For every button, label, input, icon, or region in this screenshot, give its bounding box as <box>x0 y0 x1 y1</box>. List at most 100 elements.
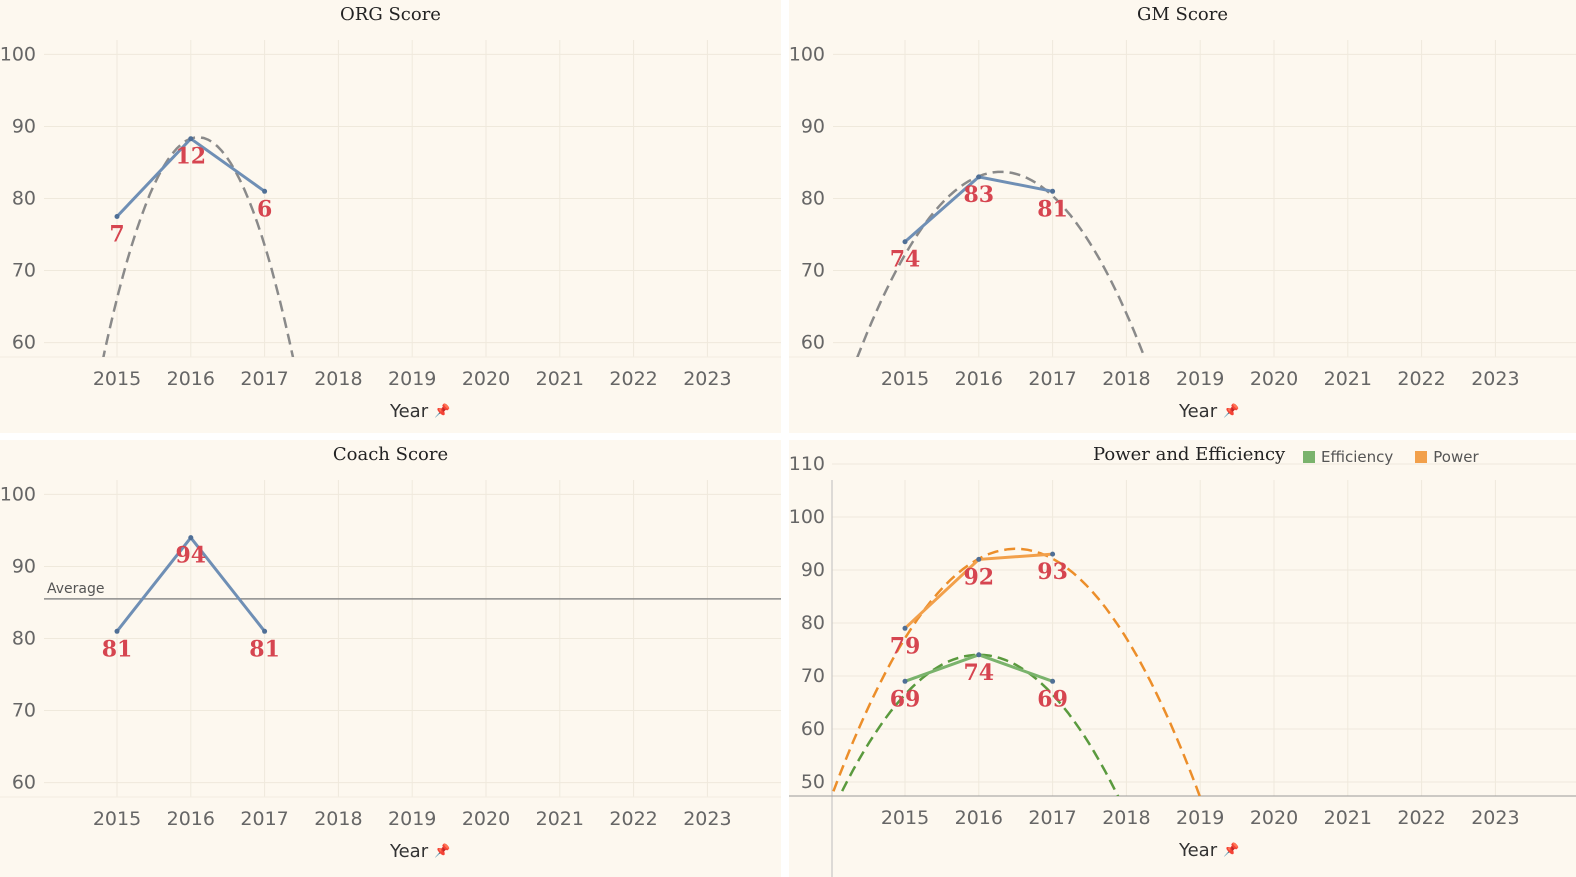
x-tick-label: 2015 <box>93 808 141 830</box>
y-tick-label: 110 <box>789 453 825 475</box>
data-label: 81 <box>249 636 280 662</box>
x-tick-label: 2016 <box>955 368 1003 390</box>
x-tick-label: 2023 <box>1471 807 1519 829</box>
pin-icon[interactable]: 📌 <box>434 404 451 419</box>
x-tick-label: 2018 <box>1102 807 1150 829</box>
data-point <box>114 628 120 634</box>
x-tick-label: 2022 <box>1397 368 1445 390</box>
y-tick-label: 70 <box>801 665 825 687</box>
y-tick-label: 100 <box>0 43 36 65</box>
x-axis-title: Year <box>390 841 429 862</box>
x-tick-label: 2023 <box>683 368 731 390</box>
x-tick-label: 2019 <box>388 368 436 390</box>
x-tick-label: 2017 <box>1028 368 1076 390</box>
power-efficiency-x-axis-label[interactable]: Year 📌 <box>1179 840 1239 861</box>
efficiency-swatch <box>1303 451 1315 463</box>
x-tick-label: 2021 <box>1324 807 1372 829</box>
data-label: 6 <box>257 196 272 222</box>
x-tick-label: 2015 <box>93 368 141 390</box>
data-label: 7 <box>109 222 124 248</box>
x-tick-label: 2022 <box>609 368 657 390</box>
gm-score-chart: 60 70 80 90 100 2015 2016 2017 2018 2019 2020 2021 2… <box>789 0 1576 433</box>
y-tick-label: 70 <box>12 260 36 282</box>
power-efficiency-plot: 50 60 70 80 90 100 110 2015 2016 2017 2018 2019 2020… <box>789 453 1576 877</box>
pin-icon[interactable]: 📌 <box>1223 404 1240 419</box>
data-point <box>902 625 908 631</box>
y-tick-label: 100 <box>789 43 825 65</box>
y-tick-label: 90 <box>801 115 825 137</box>
y-tick-label: 60 <box>12 332 36 354</box>
y-tick-label: 80 <box>801 188 825 210</box>
data-label: 12 <box>175 144 206 170</box>
data-label: 81 <box>102 636 133 662</box>
y-tick-label: 90 <box>12 555 36 577</box>
gm-score-title: GM Score <box>1136 4 1229 25</box>
trend-line <box>832 547 1202 796</box>
data-label: 94 <box>175 543 206 569</box>
data-label: 74 <box>890 247 921 273</box>
data-label: 92 <box>963 564 994 590</box>
data-label: 69 <box>1037 686 1068 712</box>
y-tick-label: 100 <box>789 506 825 528</box>
y-tick-label: 60 <box>801 332 825 354</box>
trend-line <box>102 136 295 357</box>
x-tick-label: 2020 <box>462 368 510 390</box>
y-tick-label: 70 <box>801 260 825 282</box>
coach-score-title: Coach Score <box>332 444 449 465</box>
data-point <box>262 188 268 194</box>
y-tick-label: 80 <box>12 628 36 650</box>
y-tick-label: 50 <box>801 771 825 793</box>
data-point <box>188 535 194 541</box>
x-axis-title: Year <box>1179 840 1218 861</box>
data-label: 83 <box>963 182 994 208</box>
org-score-x-axis-label[interactable]: Year 📌 <box>390 401 450 422</box>
x-tick-label: 2017 <box>1028 807 1076 829</box>
x-tick-label: 2018 <box>314 368 362 390</box>
x-axis-title: Year <box>390 401 429 422</box>
legend-item-efficiency[interactable]: Efficiency <box>1303 448 1393 466</box>
gm-score-x-axis-label[interactable]: Year 📌 <box>1179 401 1239 422</box>
legend-item-power[interactable]: Power <box>1415 448 1479 466</box>
y-tick-label: 100 <box>0 483 36 505</box>
x-tick-label: 2015 <box>881 368 929 390</box>
data-label: 79 <box>890 633 921 659</box>
power-efficiency-chart: 50 60 70 80 90 100 110 2015 2016 2017 2018 2019 2020… <box>789 440 1576 877</box>
data-label: 93 <box>1037 559 1068 585</box>
data-point <box>1050 678 1056 684</box>
x-tick-label: 2017 <box>240 808 288 830</box>
power-efficiency-title: Power and Efficiency <box>1093 444 1286 465</box>
x-tick-label: 2023 <box>1471 368 1519 390</box>
coach-score-chart: 60 70 80 90 100 2015 2016 2017 2018 2019 2020 2021 2… <box>0 440 781 877</box>
y-tick-label: 70 <box>12 700 36 722</box>
coach-score-plot: 60 70 80 90 100 2015 2016 2017 2018 2019 2020 2021 2… <box>0 480 781 830</box>
pin-icon[interactable]: 📌 <box>434 844 451 859</box>
x-tick-label: 2023 <box>683 808 731 830</box>
data-label: 81 <box>1037 196 1068 222</box>
data-point <box>114 214 120 220</box>
data-point <box>976 652 982 658</box>
x-tick-label: 2020 <box>1250 368 1298 390</box>
data-point <box>188 136 194 142</box>
y-tick-label: 60 <box>12 772 36 794</box>
trend-line <box>856 170 1146 357</box>
reference-line-label: Average <box>47 581 105 597</box>
data-point <box>1050 551 1056 557</box>
pin-icon[interactable]: 📌 <box>1223 843 1240 858</box>
x-tick-label: 2016 <box>167 368 215 390</box>
y-tick-label: 80 <box>12 188 36 210</box>
x-tick-label: 2019 <box>388 808 436 830</box>
org-score-chart: 60 70 80 90 100 2015 2016 2017 2018 2019 2020 2021 2… <box>0 0 781 433</box>
x-tick-label: 2016 <box>167 808 215 830</box>
coach-score-x-axis-label[interactable]: Year 📌 <box>390 841 450 862</box>
x-tick-label: 2021 <box>536 368 584 390</box>
data-point <box>902 239 908 245</box>
legend: Efficiency Power <box>1303 448 1479 466</box>
x-tick-label: 2017 <box>240 368 288 390</box>
y-tick-label: 90 <box>801 559 825 581</box>
x-tick-label: 2016 <box>955 807 1003 829</box>
legend-label: Power <box>1433 448 1479 466</box>
data-point <box>1050 188 1056 194</box>
data-label: 74 <box>963 660 994 686</box>
org-score-title: ORG Score <box>340 4 441 25</box>
gm-score-plot: 60 70 80 90 100 2015 2016 2017 2018 2019 2020 2021 2… <box>789 40 1576 390</box>
